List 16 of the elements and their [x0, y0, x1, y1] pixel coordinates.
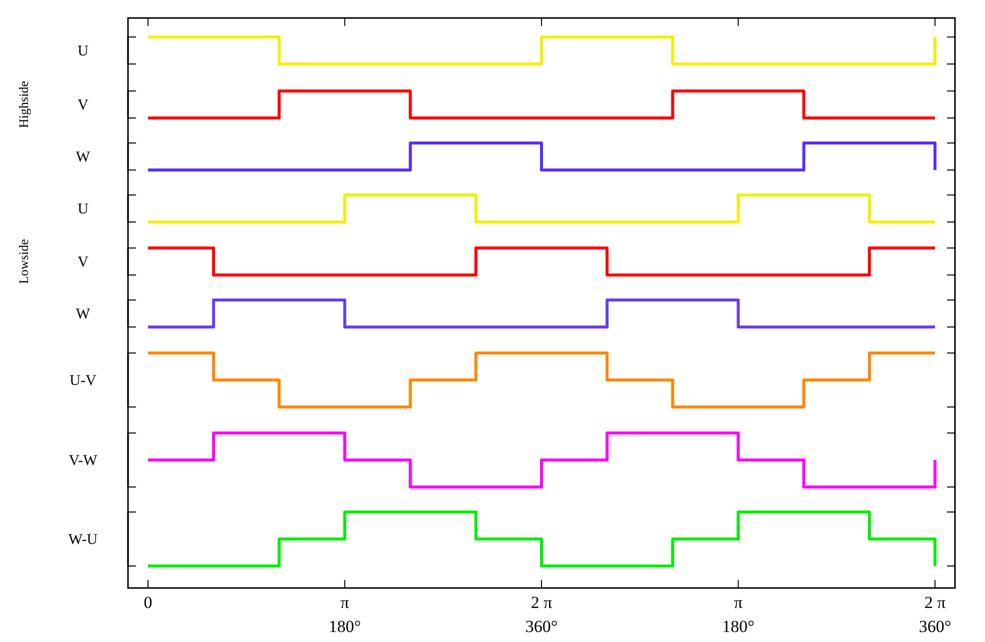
y-axis-title: U-V	[70, 373, 96, 389]
x-tick-label: π 180°	[328, 593, 361, 636]
y-axis-title: V-W	[68, 453, 98, 469]
x-tick-label: π 180°	[722, 593, 754, 636]
y-axis-title: W	[76, 150, 91, 166]
y-axis-title: V	[78, 98, 89, 114]
text: Lowside	[16, 238, 31, 284]
y-axis-title: W	[76, 306, 91, 322]
x-tick-label: 2 π 360°	[918, 593, 952, 636]
text: Highside	[16, 80, 31, 128]
y-axis-title: V	[78, 254, 89, 270]
y-axis-title: W-U	[68, 532, 98, 548]
x-tick-label: 2 π 360°	[525, 593, 558, 636]
x-tick-label: 0	[144, 593, 152, 612]
y-axis-title: U	[78, 44, 89, 60]
y-axis-title: U	[78, 202, 89, 218]
